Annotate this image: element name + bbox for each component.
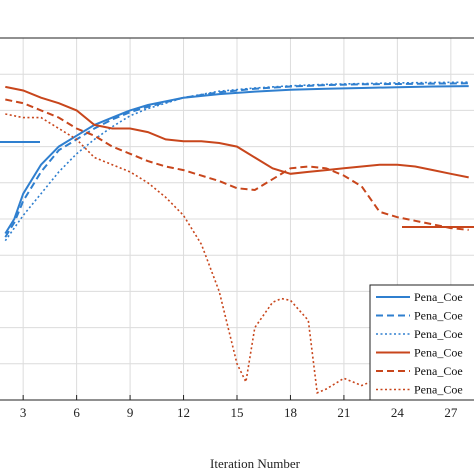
legend-label-2: Pena_Coe [414,309,463,323]
short-segments [0,141,474,228]
legend-box [369,284,474,401]
legend: Pena_Coe Pena_Coe Pena_Coe Pena_Coe Pena_Coe… [369,284,474,401]
series-line-3 [4,81,469,242]
series-line-2 [4,82,469,238]
x-tick-label-3: 3 [20,405,27,420]
legend-label-6: Pena_Coe [414,383,463,397]
x-tick-label-18: 18 [284,405,297,420]
legend-label-1: Pena_Coe [414,290,463,304]
x-tick-label-24: 24 [391,405,405,420]
x-tick-label-15: 15 [231,405,244,420]
legend-items: Pena_Coe Pena_Coe Pena_Coe Pena_Coe Pena_Coe… [376,290,463,397]
series-line-1 [4,85,469,235]
legend-label-4: Pena_Coe [414,346,463,360]
series-line-5 [5,98,469,231]
legend-label-3: Pena_Coe [414,327,463,341]
series-line-4 [5,85,469,179]
legend-label-5: Pena_Coe [414,364,463,378]
x-tick-label-21: 21 [337,405,350,420]
x-tick-layer: 3 6 9 12 15 18 21 24 27 [20,395,458,420]
x-tick-label-27: 27 [444,405,458,420]
x-axis-label: Iteration Number [210,456,301,471]
x-tick-label-6: 6 [73,405,80,420]
x-tick-label-12: 12 [177,405,190,420]
x-tick-label-9: 9 [127,405,134,420]
